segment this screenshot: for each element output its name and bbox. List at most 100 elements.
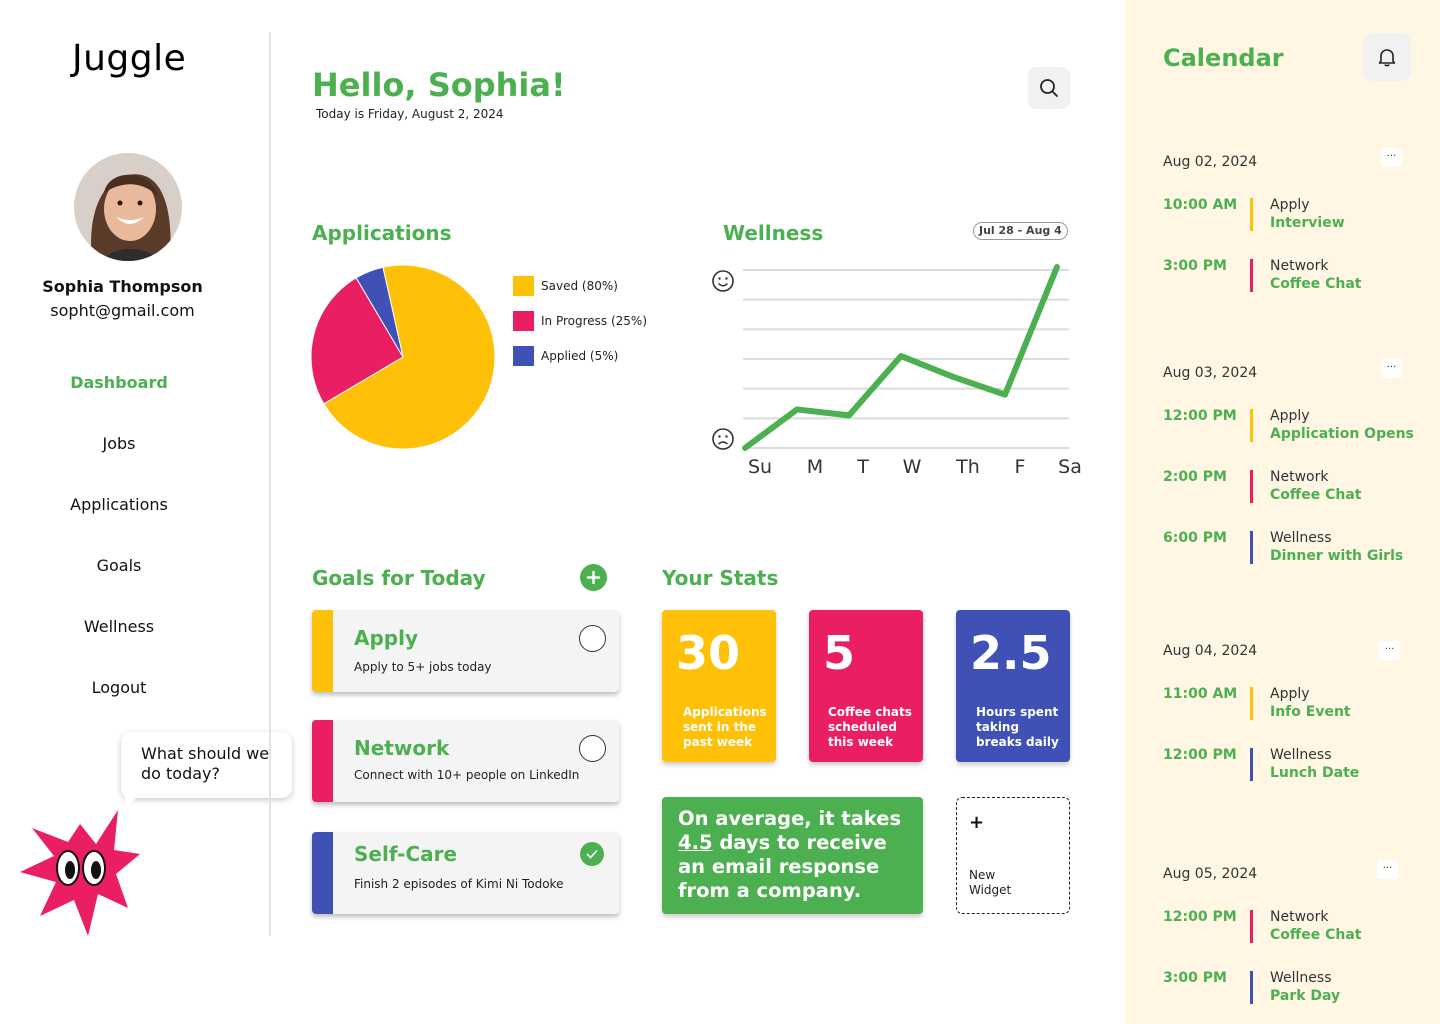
pie-slice-1	[310, 277, 404, 405]
event-category: Apply	[1270, 408, 1310, 424]
legend-swatch-saved	[513, 276, 534, 296]
x-tick-label: M	[807, 456, 823, 478]
more-options-button[interactable]: ...	[1381, 148, 1402, 167]
date-subtitle: Today is Friday, August 2, 2024	[316, 107, 504, 121]
event-time: 3:00 PM	[1163, 258, 1227, 274]
x-tick-label: W	[903, 456, 922, 478]
nav-item-applications[interactable]: Applications	[70, 495, 168, 514]
more-options-button[interactable]: ...	[1377, 860, 1398, 879]
goal-title: Apply	[354, 626, 419, 650]
event-category: Apply	[1270, 197, 1310, 213]
app-logo: Juggle	[72, 38, 187, 79]
mascot-speech-bubble: What should we do today?	[121, 732, 292, 798]
stat-label: Coffee chats scheduled this week	[828, 705, 912, 749]
event-title[interactable]: Lunch Date	[1270, 765, 1360, 781]
event-category-bar	[1250, 409, 1253, 442]
goal-checkbox[interactable]	[579, 735, 606, 762]
notifications-button[interactable]	[1363, 33, 1411, 81]
event-category-bar	[1250, 748, 1253, 781]
average-text-before: On average, it takes	[678, 807, 902, 830]
calendar-date: Aug 03, 2024	[1163, 365, 1258, 381]
goal-card-self-care[interactable]: Self-Care Finish 2 episodes of Kimi Ni T…	[312, 832, 619, 914]
new-widget-button[interactable]: + New Widget	[956, 797, 1070, 914]
applications-title: Applications	[312, 221, 452, 245]
goal-description: Finish 2 episodes of Kimi Ni Todoke	[354, 877, 564, 891]
nav-item-dashboard[interactable]: Dashboard	[70, 373, 168, 392]
stat-value: 30	[676, 626, 741, 680]
goal-card-apply[interactable]: Apply Apply to 5+ jobs today	[312, 610, 619, 692]
search-button[interactable]	[1028, 67, 1070, 109]
event-title[interactable]: Coffee Chat	[1270, 276, 1362, 292]
legend-item-in-progress: In Progress (25%)	[513, 311, 647, 331]
smile-icon	[712, 270, 734, 292]
nav-item-wellness[interactable]: Wellness	[83, 617, 155, 636]
event-title[interactable]: Coffee Chat	[1270, 487, 1362, 503]
nav-item-logout[interactable]: Logout	[91, 678, 147, 697]
event-title[interactable]: Coffee Chat	[1270, 927, 1362, 943]
stat-card-break-hours: 2.5 Hours spent taking breaks daily	[956, 610, 1070, 762]
stat-value: 2.5	[970, 626, 1052, 680]
event-category: Wellness	[1270, 747, 1332, 763]
more-options-button[interactable]: ...	[1381, 359, 1402, 378]
bell-icon	[1378, 49, 1396, 67]
average-value: 4.5	[678, 831, 713, 854]
event-category: Network	[1270, 469, 1329, 485]
legend-label-applied: Applied (5%)	[541, 349, 619, 363]
event-time: 11:00 AM	[1163, 686, 1238, 702]
user-email: sopht@gmail.com	[50, 301, 195, 320]
add-goal-button[interactable]	[580, 564, 607, 591]
stat-value: 5	[823, 626, 856, 680]
event-category-bar	[1250, 531, 1253, 564]
nav-item-goals[interactable]: Goals	[96, 556, 142, 575]
legend-item-applied: Applied (5%)	[513, 346, 618, 366]
plus-icon	[587, 571, 600, 584]
greeting-title: Hello, Sophia!	[312, 66, 566, 104]
event-category: Wellness	[1270, 970, 1332, 986]
goal-checkbox[interactable]	[579, 625, 606, 652]
event-category-bar	[1250, 198, 1253, 231]
goal-color-stripe	[312, 720, 333, 802]
stat-card-coffee-chats: 5 Coffee chats scheduled this week	[809, 610, 923, 762]
event-category-bar	[1250, 910, 1253, 943]
goal-color-stripe	[312, 610, 333, 692]
goal-description: Connect with 10+ people on LinkedIn	[354, 768, 580, 782]
x-tick-label: Su	[748, 456, 772, 478]
goal-title: Network	[354, 736, 450, 760]
checkmark-icon	[586, 849, 598, 859]
pie-slice-0	[323, 264, 496, 450]
frown-icon	[712, 428, 734, 450]
goal-description: Apply to 5+ jobs today	[354, 660, 492, 674]
calendar-panel	[1125, 0, 1440, 1024]
stats-title: Your Stats	[662, 566, 779, 590]
event-title[interactable]: Info Event	[1270, 704, 1351, 720]
x-tick-label: Sa	[1058, 456, 1082, 478]
legend-label-saved: Saved (80%)	[541, 279, 618, 293]
event-title[interactable]: Dinner with Girls	[1270, 548, 1404, 564]
goal-checkbox-checked[interactable]	[580, 842, 604, 866]
event-category-bar	[1250, 470, 1253, 503]
event-time: 3:00 PM	[1163, 970, 1227, 986]
event-category-bar	[1250, 687, 1253, 720]
event-category-bar	[1250, 259, 1253, 292]
event-title[interactable]: Park Day	[1270, 988, 1341, 1004]
event-category: Network	[1270, 909, 1329, 925]
calendar-date: Aug 04, 2024	[1163, 643, 1258, 659]
legend-swatch-in-progress	[513, 311, 534, 331]
wellness-series-line	[742, 264, 1060, 451]
wellness-date-range[interactable]: Jul 28 - Aug 4	[973, 222, 1068, 240]
event-title[interactable]: Interview	[1270, 215, 1345, 231]
average-text-after: days to receive an email response from a…	[678, 831, 887, 902]
user-name: Sophia Thompson	[42, 277, 203, 296]
calendar-date: Aug 05, 2024	[1163, 866, 1258, 882]
calendar-date: Aug 02, 2024	[1163, 154, 1258, 170]
more-options-button[interactable]: ...	[1379, 641, 1400, 660]
goal-card-network[interactable]: Network Connect with 10+ people on Linke…	[312, 720, 619, 802]
x-tick-label: Th	[955, 456, 980, 478]
new-widget-label: New Widget	[969, 868, 1012, 897]
event-title[interactable]: Application Opens	[1270, 426, 1414, 442]
event-time: 10:00 AM	[1163, 197, 1238, 213]
mascot-star-icon	[20, 810, 140, 936]
event-time: 12:00 PM	[1163, 909, 1237, 925]
nav-item-jobs[interactable]: Jobs	[102, 434, 136, 453]
calendar-title: Calendar	[1163, 44, 1284, 72]
